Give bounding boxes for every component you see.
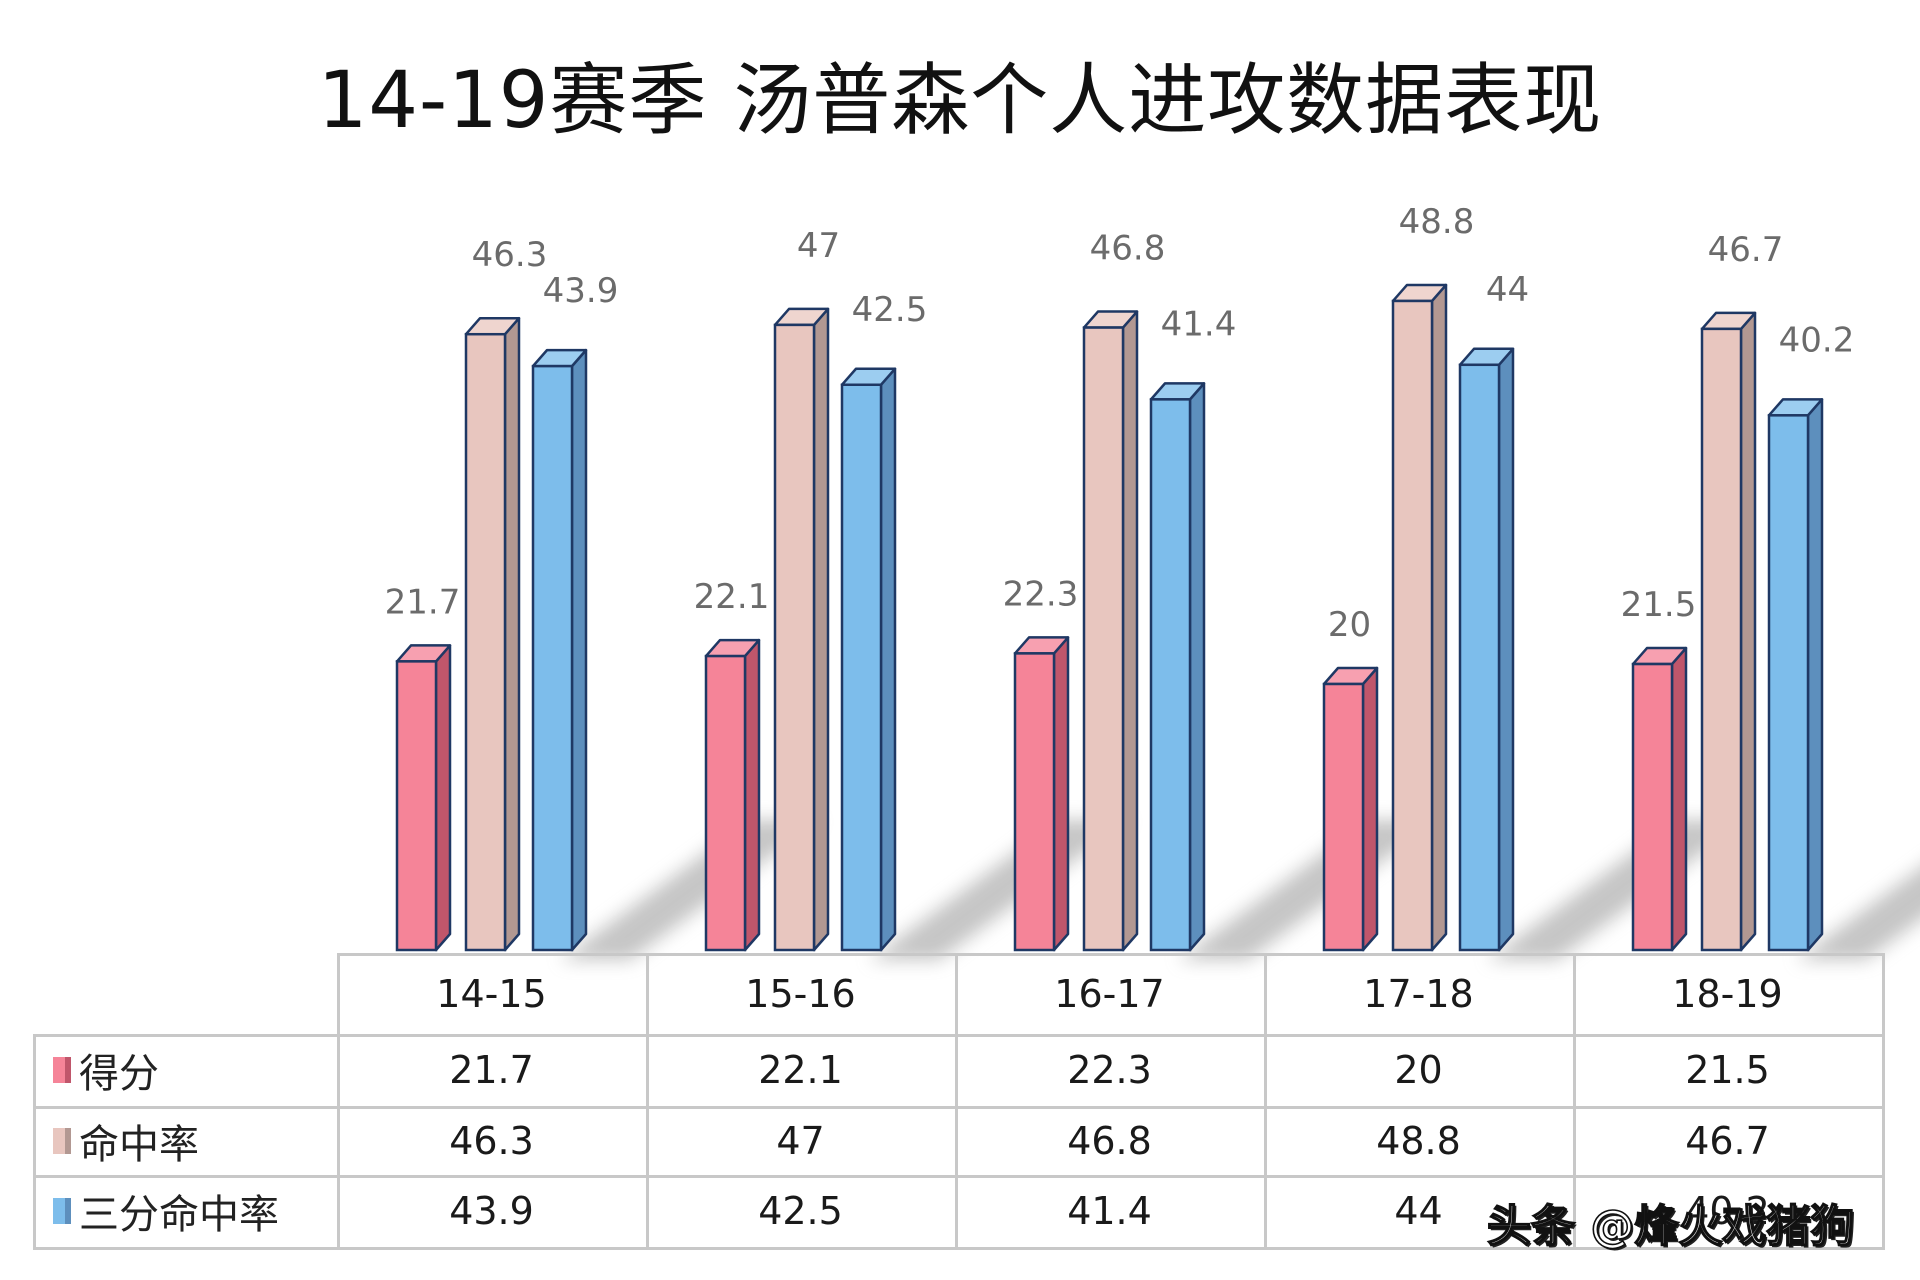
value-label: 46.3: [472, 235, 548, 275]
value-label: 42.5: [852, 290, 928, 330]
table-cell: 44: [1394, 1189, 1443, 1233]
bar-three-pt-pct-17-18[interactable]: [1458, 347, 1515, 952]
value-labels: 21.7 46.343.9 22.1 47 42.5 22.3 46.8 41.4 20 48.8…: [385, 202, 1855, 645]
bar-group-17-18: [1322, 283, 1515, 952]
value-label: 21.7: [385, 582, 461, 622]
table-cell: 40.2: [1685, 1189, 1770, 1233]
legend-swatch-score-icon: [53, 1057, 71, 1083]
table-row-label: 三分命中率: [33, 1175, 337, 1247]
bar-fg-pct-16-17[interactable]: [1082, 310, 1139, 952]
bar-fg-pct-14-15[interactable]: [464, 316, 521, 952]
bar-fg-pct-15-16[interactable]: [773, 307, 830, 952]
legend-swatch-fg-pct-icon: [53, 1127, 71, 1154]
table-cell: 43.9: [449, 1189, 534, 1233]
bar-group-14-15: [395, 316, 588, 952]
bar-three-pt-pct-18-19[interactable]: [1767, 398, 1824, 952]
bar-fg-pct-17-18[interactable]: [1391, 283, 1448, 952]
table-cell: 22.3: [1067, 1048, 1152, 1092]
value-label: 43.9: [543, 271, 619, 311]
value-label: 40.2: [1779, 320, 1855, 360]
table-cell: 21.5: [1685, 1048, 1770, 1092]
bar-score-18-19[interactable]: [1631, 646, 1688, 952]
table-cell: 48.8: [1376, 1118, 1461, 1163]
bar-score-17-18[interactable]: [1322, 666, 1379, 952]
bar-group-15-16: [704, 307, 897, 952]
table-cell: 22.1: [758, 1048, 843, 1092]
bar-score-15-16[interactable]: [704, 638, 761, 952]
table-header-18-19: 18-19: [1672, 971, 1783, 1016]
table-cell: 47: [776, 1118, 825, 1163]
table-cell: 21.7: [449, 1048, 534, 1092]
value-label: 48.8: [1399, 202, 1475, 242]
table-cell: 46.3: [449, 1118, 534, 1163]
table-header-17-18: 17-18: [1363, 971, 1474, 1016]
table-cell: 42.5: [758, 1189, 843, 1233]
bar-series: [395, 283, 1824, 952]
table-cell: 46.7: [1685, 1118, 1770, 1163]
chart-title: 14-19赛季 汤普森个人进攻数据表现: [317, 56, 1603, 146]
table-header-15-16: 15-16: [745, 971, 856, 1016]
value-label: 47: [797, 226, 840, 266]
bar-three-pt-pct-16-17[interactable]: [1149, 382, 1206, 952]
value-label: 21.5: [1621, 585, 1697, 625]
legend-swatch-three-pt-pct-icon: [53, 1198, 71, 1224]
table-cell: 46.8: [1067, 1118, 1152, 1163]
table-cell: 20: [1394, 1048, 1443, 1092]
table-row-label: 命中率: [33, 1106, 337, 1175]
bar-group-16-17: [1013, 310, 1206, 952]
legend-label: 三分命中率: [79, 1192, 279, 1238]
table-row-label: 得分: [33, 1034, 337, 1106]
bar-three-pt-pct-15-16[interactable]: [840, 367, 897, 952]
legend-label: 命中率: [79, 1121, 199, 1168]
bar-three-pt-pct-14-15[interactable]: [531, 348, 588, 952]
value-label: 20: [1328, 605, 1371, 645]
value-label: 46.7: [1708, 230, 1784, 270]
legend-label: 得分: [79, 1051, 159, 1097]
value-label: 46.8: [1090, 229, 1166, 269]
value-label: 22.3: [1003, 574, 1079, 614]
value-label: 44: [1486, 270, 1529, 310]
table-cell: 41.4: [1067, 1189, 1152, 1233]
value-label: 22.1: [694, 577, 770, 617]
value-label: 41.4: [1161, 304, 1237, 344]
bar-score-16-17[interactable]: [1013, 636, 1070, 952]
table-header-14-15: 14-15: [436, 971, 547, 1016]
watermark: 头条 @烽火戏猪狗: [1486, 1200, 1855, 1253]
table-header-16-17: 16-17: [1054, 971, 1165, 1016]
shadow-streak: [1796, 868, 1920, 960]
bar-score-14-15[interactable]: [395, 644, 452, 952]
bar-group-18-19: [1631, 311, 1824, 952]
bar-fg-pct-18-19[interactable]: [1700, 311, 1757, 952]
